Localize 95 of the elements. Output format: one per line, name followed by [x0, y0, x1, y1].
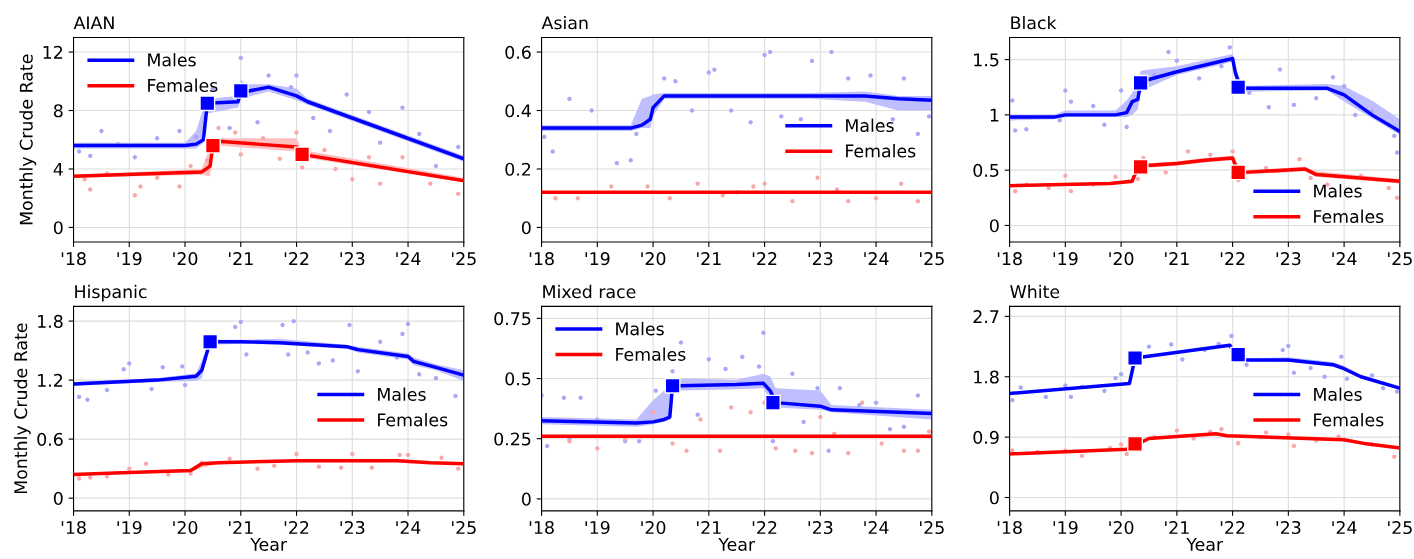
y-tick-label: 0.6 [37, 432, 63, 446]
y-tick-label: 12 [43, 45, 63, 59]
x-tick-label: '21 [1165, 520, 1189, 534]
x-tick-label: '22 [1220, 520, 1245, 534]
legend-label: Males [148, 53, 196, 67]
y-tick-label: 1.8 [974, 370, 999, 384]
x-tick-label: '20 [1109, 252, 1134, 266]
x-tick-label: '18 [997, 252, 1022, 266]
x-tick-label: '25 [452, 252, 476, 266]
y-tick-label: 0.4 [505, 104, 531, 118]
legend-label: Males [1314, 387, 1362, 401]
y-tick-label: 8 [53, 104, 63, 118]
legend-label: Males [616, 321, 664, 336]
y-tick-label: 0 [521, 492, 531, 506]
y-tick-label: 0 [53, 221, 63, 235]
legend-label: Females [378, 412, 448, 427]
chart-title: Black [1011, 15, 1057, 30]
x-axis-title: Year [1186, 537, 1224, 551]
y-tick-label: 0.5 [505, 372, 531, 386]
x-tick-label: '23 [1276, 252, 1301, 266]
x-tick-label: '25 [920, 520, 944, 535]
y-tick-label: 0.9 [973, 430, 999, 444]
chart-title: White [1010, 284, 1060, 299]
x-tick-label: '24 [396, 520, 421, 534]
legend-label: Males [846, 118, 894, 133]
x-tick-label: '20 [641, 520, 666, 535]
x-tick-label: '21 [697, 252, 721, 265]
x-tick-label: '19 [585, 520, 610, 535]
x-tick-label: '24 [864, 252, 889, 265]
chart-title: AIAN [73, 16, 114, 30]
y-tick-label: 0 [989, 219, 999, 233]
x-tick-label: '23 [808, 252, 833, 266]
x-tick-label: '22 [752, 252, 777, 265]
x-tick-label: '22 [284, 252, 309, 265]
legend-label: Females [616, 347, 686, 361]
x-tick-label: '19 [1053, 520, 1078, 535]
y-tick-label: 2.7 [973, 310, 999, 323]
x-tick-label: '18 [529, 520, 554, 535]
x-tick-label: '24 [1332, 520, 1357, 534]
x-tick-label: '25 [1388, 252, 1412, 266]
x-tick-label: '20 [641, 252, 666, 266]
x-tick-label: '24 [864, 520, 889, 534]
x-tick-label: '19 [1053, 252, 1078, 266]
y-tick-label: 0 [521, 221, 531, 235]
y-tick-label: 0 [53, 491, 63, 505]
x-tick-label: '18 [529, 252, 554, 266]
y-tick-label: 1.5 [974, 53, 999, 67]
legend-label: Females [1314, 209, 1384, 224]
y-tick-label: 0.25 [494, 432, 531, 446]
chart-title: Asian [541, 15, 588, 30]
x-tick-label: '23 [340, 520, 365, 535]
legend-label: Males [378, 387, 426, 401]
x-tick-label: '22 [284, 520, 309, 534]
x-tick-label: '21 [1165, 252, 1189, 265]
x-tick-label: '22 [1220, 252, 1245, 265]
x-tick-label: '23 [1276, 520, 1301, 535]
y-tick-label: 0.5 [973, 163, 999, 178]
y-tick-label: 4 [53, 162, 63, 176]
chart-title: Mixed race [543, 284, 636, 299]
legend-label: Females [846, 144, 916, 158]
x-tick-label: '19 [117, 252, 142, 266]
x-tick-label: '21 [697, 520, 721, 534]
x-tick-label: '25 [1388, 520, 1412, 535]
x-tick-label: '18 [61, 520, 86, 535]
x-tick-label: '22 [752, 520, 777, 534]
x-tick-label: '20 [173, 252, 198, 266]
x-tick-label: '25 [452, 520, 476, 535]
x-axis-title: Year [250, 537, 288, 551]
x-axis-title: Year [718, 537, 756, 551]
x-tick-label: '24 [1332, 252, 1357, 265]
y-tick-label: 1.2 [38, 373, 63, 387]
x-tick-label: '19 [117, 520, 142, 535]
x-tick-label: '23 [808, 520, 833, 535]
x-tick-label: '20 [173, 520, 198, 535]
y-tick-label: 0.2 [505, 162, 531, 176]
y-tick-label: 1 [990, 108, 999, 122]
x-tick-label: '25 [920, 252, 944, 266]
y-tick-label: 0 [989, 491, 999, 505]
y-axis-title: Monthly Crude Rate [13, 323, 31, 494]
legend-label: Females [148, 78, 218, 92]
x-tick-label: '24 [396, 252, 421, 265]
x-tick-label: '20 [1109, 520, 1134, 535]
x-tick-label: '21 [229, 520, 253, 534]
y-axis-title: Monthly Crude Rate [19, 54, 37, 225]
chart-title: Hispanic [75, 284, 147, 302]
y-tick-label: 1.8 [38, 314, 63, 328]
legend-label: Males [1314, 184, 1362, 198]
x-tick-label: '19 [585, 252, 610, 266]
x-tick-label: '18 [61, 252, 86, 266]
x-tick-label: '21 [229, 252, 253, 265]
legend-label: Females [1314, 412, 1384, 427]
x-tick-label: '23 [340, 252, 365, 266]
y-tick-label: 0.6 [505, 45, 531, 59]
y-tick-label: 0.75 [494, 312, 531, 326]
x-tick-label: '18 [997, 520, 1022, 535]
